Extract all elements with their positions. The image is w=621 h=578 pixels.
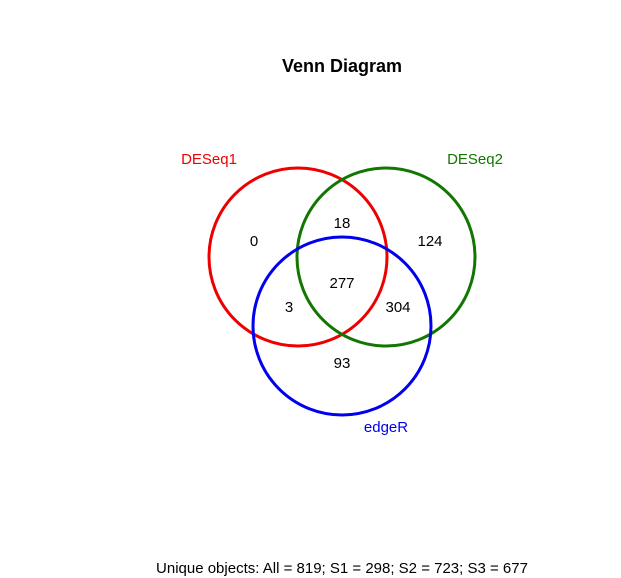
deseq1-label: DESeq1	[181, 151, 237, 168]
edger-label: edgeR	[364, 419, 408, 436]
count-deseq1-only: 0	[250, 233, 258, 250]
diagram-title: Venn Diagram	[282, 56, 402, 76]
edger-circle	[251, 235, 433, 417]
deseq2-label: DESeq2	[447, 151, 503, 168]
unique-objects-footer: Unique objects: All = 819; S1 = 298; S2 …	[156, 560, 528, 577]
count-all-three: 277	[329, 275, 354, 292]
count-edger-only: 93	[334, 355, 351, 372]
count-deseq2-only: 124	[417, 233, 442, 250]
deseq2-circle	[295, 166, 477, 348]
deseq1-circle	[207, 166, 389, 348]
count-deseq1-edger: 3	[285, 299, 293, 316]
count-deseq2-edger: 304	[385, 299, 410, 316]
count-deseq1-deseq2: 18	[334, 215, 351, 232]
